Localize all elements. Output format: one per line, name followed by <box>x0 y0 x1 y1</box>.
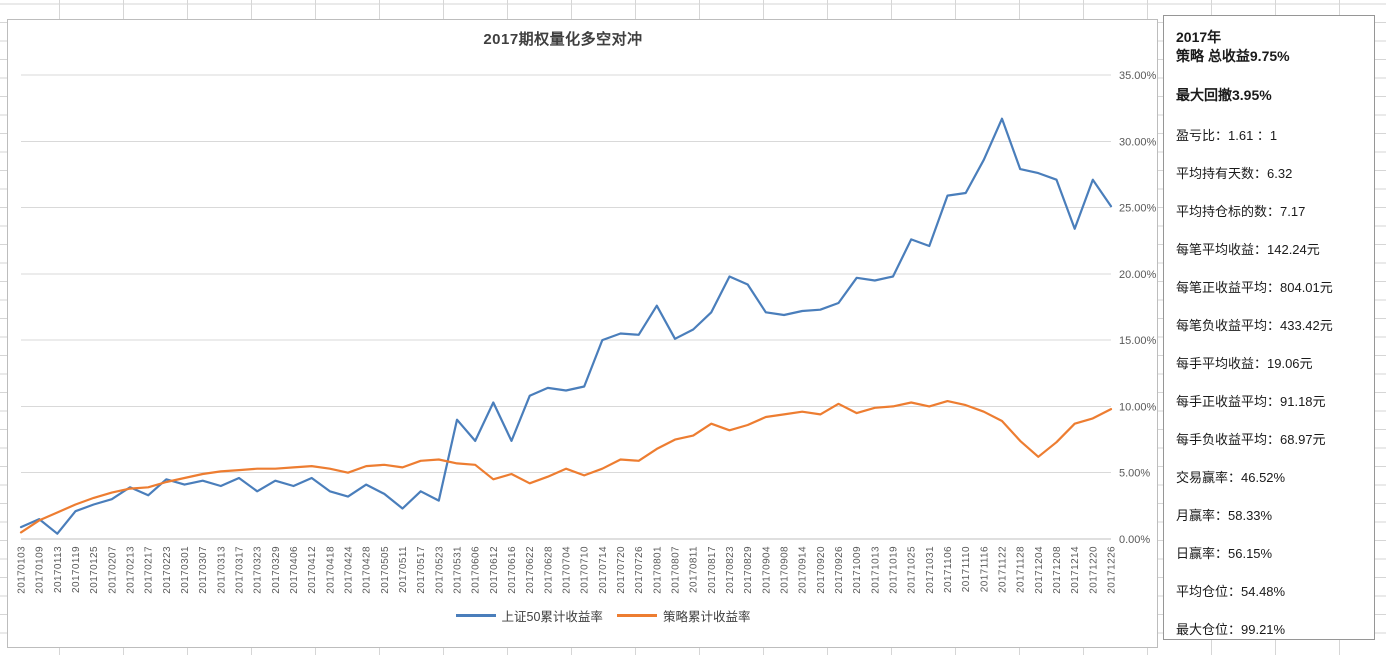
svg-text:20170109: 20170109 <box>35 546 46 594</box>
svg-text:20170406: 20170406 <box>289 546 300 594</box>
svg-text:20170817: 20170817 <box>707 546 718 594</box>
svg-text:20171031: 20171031 <box>925 546 936 594</box>
svg-text:20170704: 20170704 <box>562 546 573 594</box>
svg-text:25.00%: 25.00% <box>1119 203 1157 215</box>
svg-text:20170914: 20170914 <box>798 546 809 594</box>
svg-text:20170926: 20170926 <box>834 546 845 594</box>
svg-text:20170531: 20170531 <box>453 546 464 594</box>
svg-text:20170323: 20170323 <box>253 546 264 594</box>
svg-text:15.00%: 15.00% <box>1119 335 1157 347</box>
svg-text:20170726: 20170726 <box>634 546 645 594</box>
stat-avg-loss-per-lot: 每手负收益平均：68.97元 <box>1176 432 1326 447</box>
svg-text:20171128: 20171128 <box>1016 546 1027 593</box>
chart-title: 2017期权量化多空对冲 <box>483 31 643 48</box>
legend-label: 策略累计收益率 <box>662 610 751 624</box>
svg-text:20170714: 20170714 <box>598 546 609 594</box>
plot-svg: 0.00% 5.00% 10.00% 15.00% 20.00% 25.00% 30.00%… <box>17 70 1157 594</box>
svg-text:20170612: 20170612 <box>489 546 500 594</box>
chart-legend: 上证50累计收益率 策略累计收益率 <box>48 606 1158 625</box>
svg-text:20.00%: 20.00% <box>1119 269 1157 281</box>
legend-item-sse50[interactable]: 上证50累计收益率 <box>455 606 603 625</box>
svg-text:20170807: 20170807 <box>671 546 682 594</box>
stats-total-return: 策略 总收益9.75% <box>1176 48 1290 64</box>
svg-text:20170908: 20170908 <box>780 546 791 594</box>
stat-avg-pnl-per-lot: 每手平均收益：19.06元 <box>1176 356 1313 371</box>
stat-avg-win-per-trade: 每笔正收益平均：804.01元 <box>1176 280 1333 295</box>
svg-text:20170217: 20170217 <box>144 546 155 594</box>
svg-text:20170622: 20170622 <box>525 546 536 594</box>
svg-text:20171110: 20171110 <box>961 546 972 592</box>
svg-text:20170505: 20170505 <box>380 546 391 594</box>
stats-year: 2017年 <box>1176 29 1222 45</box>
svg-text:20171220: 20171220 <box>1088 546 1099 594</box>
svg-text:20170307: 20170307 <box>198 546 209 594</box>
stat-max-position-pct: 最大仓位：99.21% <box>1176 622 1286 637</box>
svg-text:20170720: 20170720 <box>616 546 627 594</box>
svg-text:20170317: 20170317 <box>235 546 246 594</box>
svg-text:20170511: 20170511 <box>398 546 409 593</box>
svg-text:20171013: 20171013 <box>870 546 881 594</box>
svg-text:20170412: 20170412 <box>307 546 318 594</box>
stat-monthly-win-rate: 月赢率：58.33% <box>1176 508 1273 523</box>
svg-text:20171204: 20171204 <box>1034 546 1045 594</box>
svg-text:20170904: 20170904 <box>761 546 772 594</box>
stat-avg-win-per-lot: 每手正收益平均：91.18元 <box>1176 394 1326 409</box>
stat-daily-win-rate: 日赢率：56.15% <box>1176 546 1273 561</box>
svg-text:0.00%: 0.00% <box>1119 534 1150 546</box>
svg-text:20170223: 20170223 <box>162 546 173 594</box>
svg-text:35.00%: 35.00% <box>1119 70 1157 82</box>
stat-avg-position-pct: 平均仓位：54.48% <box>1176 584 1286 599</box>
svg-text:20170424: 20170424 <box>344 546 355 594</box>
svg-text:20170119: 20170119 <box>71 546 82 593</box>
svg-text:20170829: 20170829 <box>743 546 754 594</box>
svg-text:20171214: 20171214 <box>1070 546 1081 594</box>
svg-text:20170523: 20170523 <box>434 546 445 594</box>
svg-text:20171019: 20171019 <box>889 546 900 594</box>
legend-label: 上证50累计收益率 <box>501 610 603 624</box>
svg-text:20171208: 20171208 <box>1052 546 1063 594</box>
svg-text:20170801: 20170801 <box>652 546 663 594</box>
svg-text:20170418: 20170418 <box>325 546 336 594</box>
stats-max-drawdown: 最大回撤3.95% <box>1176 87 1272 103</box>
svg-text:20170301: 20170301 <box>180 546 191 594</box>
stat-profit-loss-ratio: 盈亏比：1.61 ：1 <box>1176 128 1278 143</box>
svg-text:20170606: 20170606 <box>471 546 482 594</box>
svg-text:20170710: 20170710 <box>580 546 591 594</box>
svg-text:20170616: 20170616 <box>507 546 518 594</box>
svg-text:30.00%: 30.00% <box>1119 136 1157 148</box>
svg-text:5.00%: 5.00% <box>1119 468 1150 480</box>
svg-text:20170113: 20170113 <box>53 546 64 593</box>
svg-text:20170103: 20170103 <box>17 546 28 594</box>
svg-text:20170811: 20170811 <box>689 546 700 593</box>
svg-text:20170313: 20170313 <box>216 546 227 594</box>
stat-trade-win-rate: 交易赢率：46.52% <box>1176 470 1286 485</box>
svg-text:20170920: 20170920 <box>816 546 827 594</box>
stat-avg-pnl-per-trade: 每笔平均收益：142.24元 <box>1176 242 1320 257</box>
svg-text:10.00%: 10.00% <box>1119 401 1157 413</box>
svg-text:20171226: 20171226 <box>1107 546 1118 594</box>
chart-object[interactable]: 0.00% 5.00% 10.00% 15.00% 20.00% 25.00% 30.00%… <box>7 19 1158 648</box>
svg-text:20170207: 20170207 <box>107 546 118 594</box>
svg-text:20170628: 20170628 <box>543 546 554 594</box>
stat-avg-positions: 平均持仓标的数：7.17 <box>1176 204 1306 219</box>
svg-text:20171009: 20171009 <box>852 546 863 594</box>
svg-text:20170213: 20170213 <box>126 546 137 594</box>
svg-text:20170517: 20170517 <box>416 546 427 594</box>
svg-text:20170823: 20170823 <box>725 546 736 594</box>
legend-item-strategy[interactable]: 策略累计收益率 <box>616 606 751 625</box>
strategy-line-swatch <box>616 614 657 617</box>
svg-text:20171025: 20171025 <box>907 546 918 594</box>
sse50-line-swatch <box>455 614 496 617</box>
svg-text:20171116: 20171116 <box>979 546 990 592</box>
svg-text:20171106: 20171106 <box>943 546 954 593</box>
svg-text:20170125: 20170125 <box>89 546 100 594</box>
stats-panel[interactable]: 2017年 策略 总收益9.75% 最大回撤3.95% 盈亏比：1.61 ：1 … <box>1163 15 1375 640</box>
svg-text:20170428: 20170428 <box>362 546 373 594</box>
stat-avg-loss-per-trade: 每笔负收益平均：433.42元 <box>1176 318 1333 333</box>
svg-text:20171122: 20171122 <box>998 546 1009 593</box>
stat-avg-holding-days: 平均持有天数：6.32 <box>1176 166 1293 181</box>
svg-text:20170329: 20170329 <box>271 546 282 594</box>
